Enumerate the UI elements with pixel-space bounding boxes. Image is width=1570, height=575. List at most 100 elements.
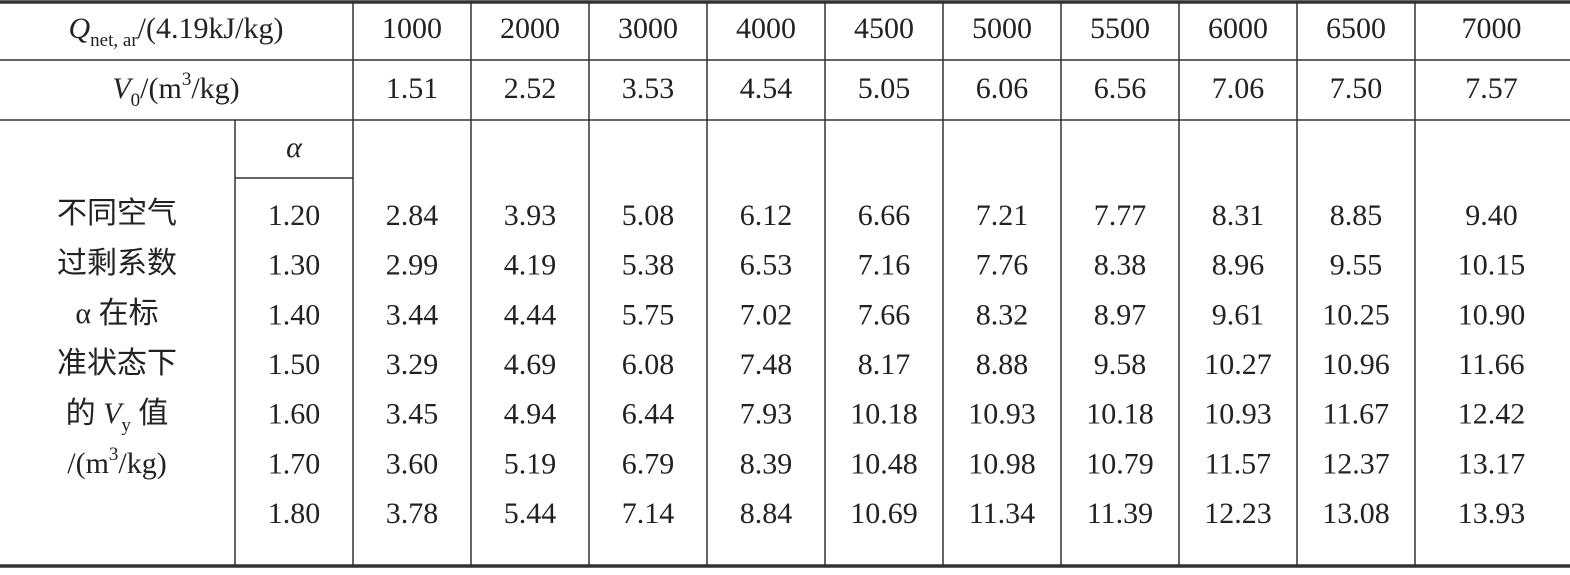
header-cell: 5500	[1090, 12, 1150, 45]
text-part: 的	[66, 397, 104, 430]
cell: 10.98	[968, 447, 1036, 480]
cell: 5.75	[622, 298, 675, 331]
cell: 6.56	[1094, 72, 1147, 105]
text-part: 值	[131, 397, 169, 430]
cell: 10.69	[850, 497, 918, 530]
alpha-cell: 1.40	[268, 298, 321, 331]
cell: 6.12	[740, 199, 793, 232]
cell: 9.61	[1212, 298, 1265, 331]
cell: 2.84	[386, 199, 439, 232]
text-part: /(m	[140, 72, 182, 105]
cell: 10.18	[850, 398, 918, 431]
header-cell: 2000	[500, 12, 560, 45]
group-label-line: 过剩系数	[57, 247, 177, 280]
cell: 5.19	[504, 447, 557, 480]
header-cell: 4000	[736, 12, 796, 45]
text-part: 3	[182, 69, 192, 90]
cell: 13.17	[1458, 447, 1526, 480]
cell: 10.96	[1322, 348, 1390, 381]
cell: 7.48	[740, 348, 793, 381]
cell: 6.06	[976, 72, 1029, 105]
cell: 7.14	[622, 497, 675, 530]
header-cell: 7000	[1462, 12, 1522, 45]
alpha-cell: 1.80	[268, 497, 321, 530]
cell: 4.94	[504, 398, 557, 431]
cell: 5.05	[858, 72, 911, 105]
cell: 8.88	[976, 348, 1029, 381]
alpha-cell: 1.60	[268, 398, 321, 431]
cell: 10.48	[850, 447, 918, 480]
cell: 10.79	[1086, 447, 1154, 480]
cell: 10.93	[968, 398, 1036, 431]
cell: 12.23	[1204, 497, 1272, 530]
cell: 3.44	[386, 298, 439, 331]
cell: 4.19	[504, 249, 557, 282]
header-cell: 1000	[382, 12, 442, 45]
cell: 12.42	[1458, 398, 1526, 431]
alpha-cell: 1.50	[268, 348, 321, 381]
header-cell: 6000	[1208, 12, 1268, 45]
cell: 13.93	[1458, 497, 1526, 530]
text-part: /kg)	[191, 72, 239, 105]
text-part: Q	[69, 12, 91, 45]
cell: 13.08	[1322, 497, 1390, 530]
cell: 6.53	[740, 249, 793, 282]
cell: 7.16	[858, 249, 911, 282]
text-part: /(4.19kJ/kg)	[138, 12, 284, 45]
text-part: 3	[109, 444, 119, 465]
cell: 7.77	[1094, 199, 1147, 232]
cell: 7.50	[1330, 72, 1383, 105]
cell: 5.44	[504, 497, 557, 530]
cell: 5.38	[622, 249, 675, 282]
cell: 11.39	[1087, 497, 1153, 530]
cell: 4.69	[504, 348, 557, 381]
text-part: /(m	[67, 447, 109, 480]
header-label: Qnet, ar/(4.19kJ/kg)	[69, 12, 284, 51]
header-cell: 6500	[1326, 12, 1386, 45]
cell: 11.34	[969, 497, 1035, 530]
cell: 3.53	[622, 72, 675, 105]
alpha-cell: 1.20	[268, 199, 321, 232]
cell: 9.40	[1465, 199, 1518, 232]
header-cell: 4500	[854, 12, 914, 45]
cell: 10.27	[1204, 348, 1272, 381]
header-cell: 5000	[972, 12, 1032, 45]
cell: 10.15	[1458, 249, 1526, 282]
cell: 10.25	[1322, 298, 1390, 331]
cell: 9.55	[1330, 249, 1383, 282]
cell: 2.52	[504, 72, 557, 105]
text-part: /kg)	[118, 447, 166, 480]
cell: 10.93	[1204, 398, 1272, 431]
cell: 8.85	[1330, 199, 1383, 232]
cell: 7.93	[740, 398, 793, 431]
cell: 7.57	[1465, 72, 1518, 105]
cell: 5.08	[622, 199, 675, 232]
cell: 10.18	[1086, 398, 1154, 431]
cell: 6.44	[622, 398, 675, 431]
cell: 12.37	[1322, 447, 1390, 480]
group-label-line: 不同空气	[57, 197, 177, 230]
group-label-line: 准状态下	[57, 347, 177, 380]
cell: 7.21	[976, 199, 1029, 232]
group-label-line: /(m3/kg)	[67, 444, 167, 480]
text-part: net, ar	[90, 30, 138, 51]
cell: 8.38	[1094, 249, 1147, 282]
cell: 2.99	[386, 249, 439, 282]
cell: 10.90	[1458, 298, 1526, 331]
text-part: V	[103, 397, 125, 430]
cell: 3.45	[386, 398, 439, 431]
cell: 8.84	[740, 497, 793, 530]
cell: 8.96	[1212, 249, 1265, 282]
cell: 8.39	[740, 447, 793, 480]
cell: 8.32	[976, 298, 1029, 331]
cell: 8.31	[1212, 199, 1265, 232]
cell: 8.17	[858, 348, 911, 381]
cell: 11.67	[1323, 398, 1389, 431]
cell: 7.66	[858, 298, 911, 331]
cell: 7.76	[976, 249, 1029, 282]
cell: 11.66	[1458, 348, 1524, 381]
cell: 3.78	[386, 497, 439, 530]
cell: 7.02	[740, 298, 793, 331]
cell: 3.60	[386, 447, 439, 480]
